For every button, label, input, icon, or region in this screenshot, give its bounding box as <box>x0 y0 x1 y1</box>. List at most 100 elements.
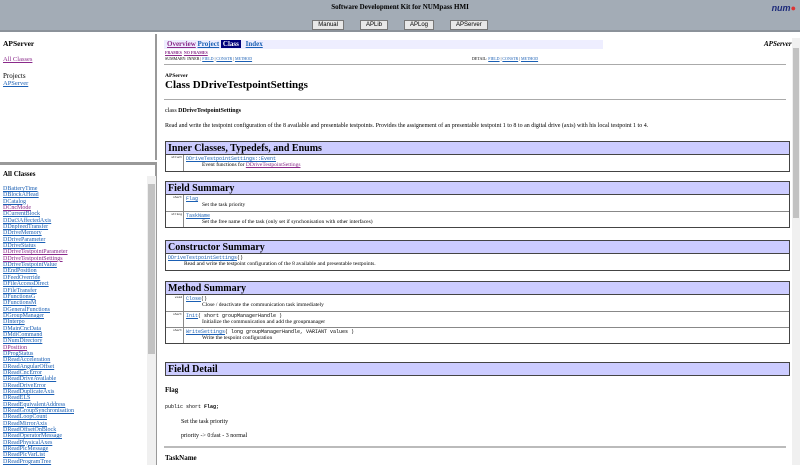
class-link[interactable]: DReadPlcMessage <box>3 446 49 453</box>
class-link[interactable]: DReadAngularOffset <box>3 363 55 370</box>
frames-link[interactable]: FRAMES <box>165 50 182 55</box>
field-link-flag[interactable]: Flag <box>186 196 199 202</box>
nav-index[interactable]: Index <box>245 40 263 48</box>
field-detail-taskname: TaskName <box>165 454 197 462</box>
class-link[interactable]: DDnpfeedTransfer <box>3 224 49 231</box>
class-link[interactable]: DFileAccessDirect <box>3 281 49 288</box>
class-link[interactable]: DPosition <box>3 344 28 351</box>
field-detail-flag-name: Flag <box>165 386 179 394</box>
class-link[interactable]: DDriveTestpointSettings <box>3 255 63 262</box>
constructor-summary-title: Constructor Summary <box>166 241 789 254</box>
class-link[interactable]: DFeedOverride <box>3 274 41 281</box>
class-link[interactable]: DBlockAHead <box>3 192 39 199</box>
class-title: Class DDriveTestpointSettings <box>165 79 308 91</box>
detail-label: DETAIL: <box>472 56 488 61</box>
class-link[interactable]: DInterpo <box>3 319 25 326</box>
manual-button[interactable]: Manual <box>312 20 344 30</box>
description: Initialize the communication and add the… <box>202 319 326 325</box>
table-row: struct DDriveTestpointSettings::Event Eve… <box>166 155 789 171</box>
class-link[interactable]: DMdiCommand <box>3 331 43 338</box>
summary-method-link[interactable]: METHOD <box>234 56 253 61</box>
method-link-close[interactable]: Close <box>186 296 202 302</box>
class-link[interactable]: DDat3AffectedAxis <box>3 217 52 224</box>
aplog-button[interactable]: APLog <box>404 20 435 30</box>
class-link[interactable]: DReadDriveAvailable <box>3 376 57 383</box>
class-link[interactable]: DReadEquivalentAddress <box>3 401 66 408</box>
description: Set the free name of the task (only set … <box>202 219 373 225</box>
class-link[interactable]: DProgStatus <box>3 350 34 357</box>
detail-field-link[interactable]: FIELD <box>488 56 500 61</box>
project-frame: APServer All Classes Projects APServer <box>0 34 157 160</box>
class-link[interactable]: DFunctionsG <box>3 293 36 300</box>
class-link[interactable]: DCatalog <box>3 198 26 205</box>
nav-overview[interactable]: Overview <box>167 40 196 48</box>
all-classes-link[interactable]: All Classes <box>3 56 33 63</box>
class-link[interactable]: DReadDuplicateAxis <box>3 389 55 395</box>
method-link-init[interactable]: Init <box>186 313 199 319</box>
class-link[interactable]: DGroupManager <box>3 312 44 319</box>
class-link[interactable]: DCncMode <box>3 205 31 212</box>
class-link[interactable]: DFunctionsM <box>3 300 37 307</box>
class-link[interactable]: DReadDriveError <box>3 382 46 389</box>
class-link[interactable]: DCurrentBlock <box>3 211 40 218</box>
method-link-writesettings[interactable]: WriteSettings <box>186 329 226 335</box>
constructor-link[interactable]: DDriveTestpointSettings <box>168 255 238 261</box>
class-link[interactable]: DMainCncData <box>3 325 41 332</box>
class-link[interactable]: DDriveStatus <box>3 243 36 250</box>
project-link-apserver[interactable]: APServer <box>3 80 29 87</box>
apserver-button[interactable]: APServer <box>450 20 488 30</box>
detail-constr-link[interactable]: CONSTR <box>502 56 519 61</box>
class-link[interactable]: DDriveTestpointSettings <box>245 162 301 168</box>
class-link[interactable]: DDriveTestpointValue <box>3 262 57 269</box>
nav-bar: Overview Project Class Index <box>164 40 603 49</box>
aplib-button[interactable]: APLib <box>359 20 388 30</box>
class-link[interactable]: DReadProgramTree <box>3 458 52 465</box>
class-link[interactable]: DReadAcceleration <box>3 357 51 364</box>
inner-classes-table: Inner Classes, Typedefs, and Enums struc… <box>165 141 790 172</box>
signature: () <box>237 255 244 261</box>
description: Write the tespoint configuration <box>202 335 273 341</box>
table-row: string TaskName Set the free name of the … <box>166 211 789 227</box>
class-link[interactable]: DGeneralFunctions <box>3 306 50 313</box>
modifier: string <box>166 212 184 227</box>
class-link[interactable]: DReadPhysicalAxes <box>3 439 53 446</box>
constructor-summary-table: Constructor Summary DDriveTestpointSetti… <box>165 240 790 271</box>
projects-label: Projects <box>3 72 26 80</box>
class-link[interactable]: DReadPlcVarList <box>3 452 45 459</box>
class-link[interactable]: DReadCncError <box>3 369 42 376</box>
modifier: void <box>166 295 184 311</box>
divider <box>164 64 786 65</box>
inner-class-link[interactable]: DDriveTestpointSettings::Event <box>186 156 277 162</box>
class-list-scrollbar[interactable] <box>147 176 156 465</box>
summary-constr-link[interactable]: CONSTR <box>216 56 233 61</box>
field-link-taskname[interactable]: TaskName <box>186 213 211 219</box>
main-scrollbar[interactable] <box>792 38 800 465</box>
class-link[interactable]: DDriveMemory <box>3 230 42 237</box>
class-link[interactable]: DBatteryTime <box>3 186 38 192</box>
class-link[interactable]: DReadELS <box>3 395 31 402</box>
class-link[interactable]: DDriveParameter <box>3 236 46 243</box>
divider <box>164 446 786 448</box>
description: Close / deactivate the communication tas… <box>202 302 324 308</box>
class-link[interactable]: DReadOffsetOnBlock <box>3 427 57 434</box>
decl-prefix: public short <box>165 404 205 410</box>
class-link[interactable]: DNumDirectory <box>3 338 43 345</box>
table-row: void Close() Close / deactivate the commu… <box>166 295 789 311</box>
signature: ( long groupManagerHandle, VARIANT value… <box>225 329 355 335</box>
class-link[interactable]: DEndPosition <box>3 268 37 275</box>
header: Software Development Kit for NUMpass HMI… <box>0 0 800 32</box>
field-summary-title: Field Summary <box>166 182 789 195</box>
class-link[interactable]: DFileTransfer <box>3 287 37 294</box>
summary-field-link[interactable]: FIELD <box>202 56 214 61</box>
table-row: DDriveTestpointSettings() Read and write … <box>166 254 789 270</box>
class-link[interactable]: DReadLoopCount <box>3 414 47 421</box>
class-link[interactable]: DReadMirrorAxis <box>3 420 47 427</box>
nav-project[interactable]: Project <box>197 40 220 48</box>
no-frames-link[interactable]: NO FRAMES <box>183 50 208 55</box>
class-link[interactable]: DDriveTestpointParameter <box>3 249 68 256</box>
class-link[interactable]: DReadGroupSynchronisation <box>3 408 74 415</box>
flag-description: Set the task priority <box>181 419 229 425</box>
class-link[interactable]: DReadOperatorMessage <box>3 433 62 440</box>
description: Read and write the testpoint configurati… <box>184 261 376 267</box>
detail-method-link[interactable]: METHOD <box>520 56 539 61</box>
